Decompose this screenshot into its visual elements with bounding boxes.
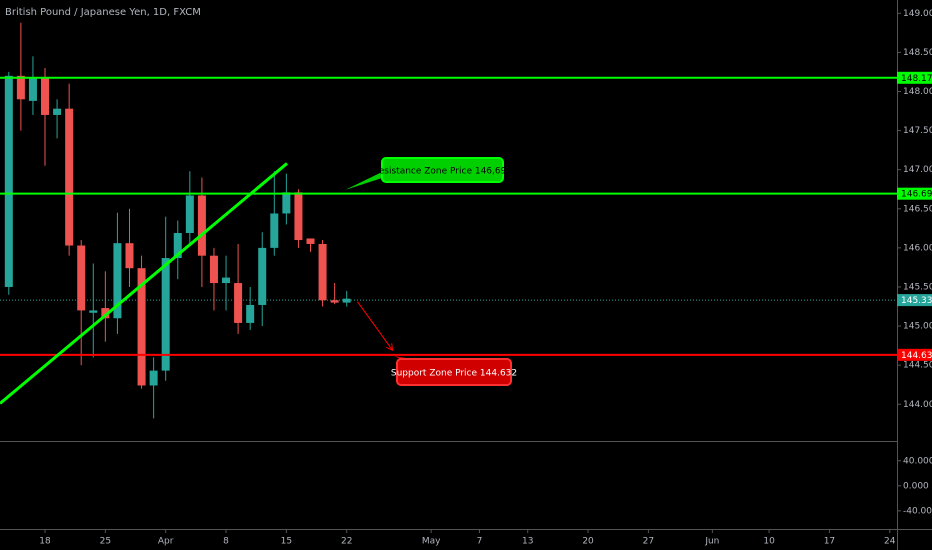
candle-body (28, 77, 37, 101)
candle-body (270, 213, 279, 248)
candle-body (113, 243, 122, 319)
x-tick-label: 27 (643, 537, 654, 547)
price-tag (897, 348, 932, 361)
x-tick-label: 7 (477, 537, 483, 547)
y-tick-label: 144.500 (903, 361, 932, 371)
x-tick-label: 8 (223, 537, 229, 547)
y2-tick-label: -40.000 (903, 506, 932, 516)
candle-body (16, 75, 25, 100)
trendline (0, 162, 288, 405)
price-tag (897, 294, 932, 307)
y2-tick-label: 0.000 (903, 481, 929, 491)
x-tick-label: 22 (341, 537, 352, 547)
price-tag (897, 71, 932, 84)
price-tag-label: 145.332 (901, 296, 932, 306)
y-tick-label: 148.500 (903, 48, 932, 58)
candle-body (342, 298, 351, 303)
x-tick-label: Apr (158, 537, 174, 547)
candle-body (306, 238, 315, 244)
candle-body (41, 77, 50, 115)
candle-body (197, 195, 206, 256)
candle-body (185, 195, 194, 234)
x-tick-label: 17 (824, 537, 835, 547)
price-tag-label: 144.632 (901, 351, 932, 361)
candle-body (125, 243, 134, 269)
x-tick-label: 10 (763, 537, 775, 547)
candle-body (258, 247, 267, 305)
x-tick-label: 20 (582, 537, 594, 547)
candle-body (173, 233, 182, 259)
candle-body (4, 75, 13, 287)
y-tick-label: 145.500 (903, 282, 932, 292)
x-tick-label: 18 (39, 537, 51, 547)
candle-body (282, 192, 291, 214)
x-tick-label: 24 (884, 537, 896, 547)
x-tick-label: 15 (281, 537, 292, 547)
candle-body (161, 258, 170, 371)
candle-body (234, 283, 243, 323)
y-tick-label: 147.000 (903, 165, 932, 175)
callout-text: Support Zone Price 144.632 (391, 369, 517, 379)
candle-body (246, 304, 255, 323)
callout-box (381, 157, 504, 183)
callout-pointer (345, 172, 382, 190)
candle-body (89, 310, 98, 313)
arrow-head (386, 343, 394, 352)
price-tag (897, 187, 932, 200)
y-tick-label: 144.000 (903, 400, 932, 410)
callout-box (396, 358, 512, 386)
candle-body (149, 370, 158, 386)
candle-body (330, 300, 339, 303)
price-tag-label: 146.693 (901, 190, 932, 200)
y-tick-label: 147.500 (903, 126, 932, 136)
callout-text: Resistance Zone Price 146,693 (373, 167, 512, 177)
candle-body (65, 108, 74, 246)
candle-body (222, 277, 231, 284)
chart-title: British Pound / Japanese Yen, 1D, FXCM (5, 7, 201, 18)
arrow (357, 301, 393, 351)
candle-body (77, 245, 86, 311)
candle-body (294, 192, 303, 241)
y-tick-label: 148.000 (903, 87, 932, 97)
candle-body (53, 108, 62, 115)
x-tick-label: May (422, 537, 441, 547)
candle-body (101, 308, 110, 319)
x-tick-label: 25 (100, 537, 111, 547)
x-tick-label: Jun (704, 537, 719, 547)
price-tag-label: 148.175 (901, 74, 932, 84)
x-tick-label: 13 (522, 537, 533, 547)
candle-body (209, 255, 218, 284)
y-tick-label: 146.000 (903, 243, 932, 253)
y-tick-label: 146.500 (903, 204, 932, 214)
y2-tick-label: 40.000 (903, 456, 932, 466)
y-tick-label: 145.000 (903, 322, 932, 332)
candle-body (137, 268, 146, 386)
y-tick-label: 149.000 (903, 9, 932, 19)
candle-body (318, 243, 327, 301)
